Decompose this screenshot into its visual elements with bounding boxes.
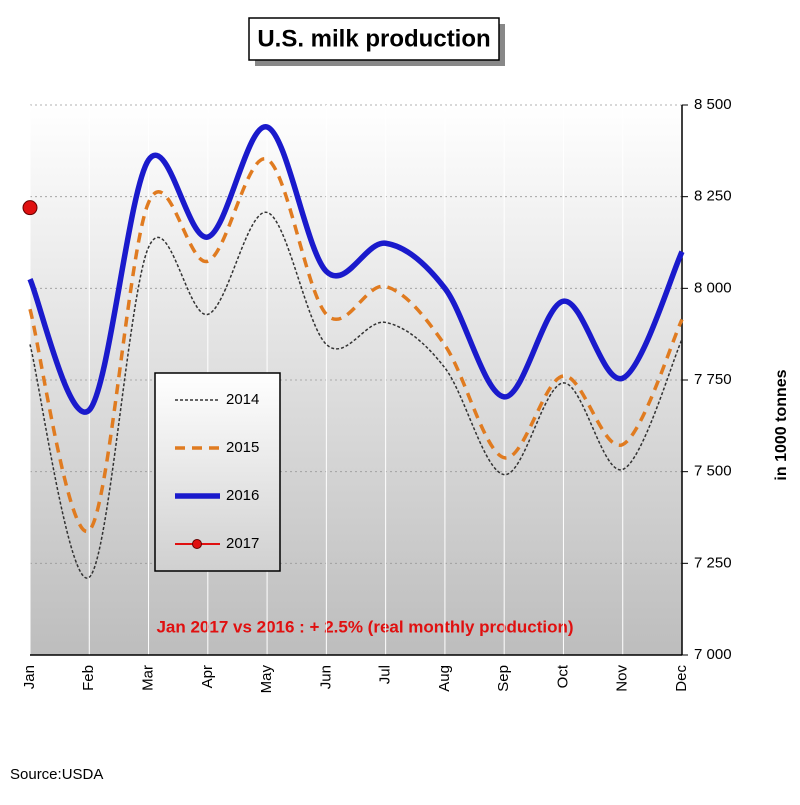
y-tick-label: 7 500 bbox=[694, 463, 732, 480]
x-tick-label: May bbox=[258, 665, 275, 694]
series-line bbox=[29, 211, 683, 579]
legend bbox=[154, 372, 281, 572]
legend-dot bbox=[192, 539, 202, 549]
y-tick-label: 8 500 bbox=[694, 96, 732, 113]
legend-label: 2017 bbox=[226, 535, 259, 552]
x-tick-label: Jul bbox=[377, 665, 394, 684]
x-tick-label: Aug bbox=[436, 665, 453, 692]
legend-label: 2014 bbox=[226, 391, 259, 408]
series-line bbox=[27, 124, 685, 415]
series-line bbox=[28, 157, 684, 534]
x-tick-label: Feb bbox=[80, 665, 97, 691]
x-tick-label: Oct bbox=[554, 664, 571, 688]
y-axis-label: in 1000 tonnes bbox=[773, 369, 790, 480]
annotation: Jan 2017 vs 2016 : + 2.5% (real monthly … bbox=[156, 617, 573, 636]
source: Source:USDA bbox=[10, 766, 103, 783]
y-tick-label: 7 000 bbox=[694, 646, 732, 663]
y-tick-label: 8 250 bbox=[694, 188, 732, 205]
x-tick-label: Sep bbox=[495, 665, 512, 692]
x-tick-label: Dec bbox=[673, 665, 690, 692]
y-tick-label: 8 000 bbox=[694, 279, 732, 296]
y-tick-label: 7 250 bbox=[694, 554, 732, 571]
legend-label: 2016 bbox=[226, 487, 259, 504]
x-tick-label: Apr bbox=[199, 665, 216, 688]
chart-title: U.S. milk production bbox=[257, 25, 490, 52]
x-tick-label: Nov bbox=[614, 665, 631, 692]
legend-label: 2015 bbox=[226, 439, 259, 456]
x-tick-label: Jan bbox=[21, 665, 38, 689]
x-tick-label: Jun bbox=[317, 665, 334, 689]
y-tick-label: 7 750 bbox=[694, 371, 732, 388]
series-point bbox=[22, 200, 38, 216]
title-box bbox=[248, 17, 500, 61]
x-tick-label: Mar bbox=[140, 665, 157, 691]
